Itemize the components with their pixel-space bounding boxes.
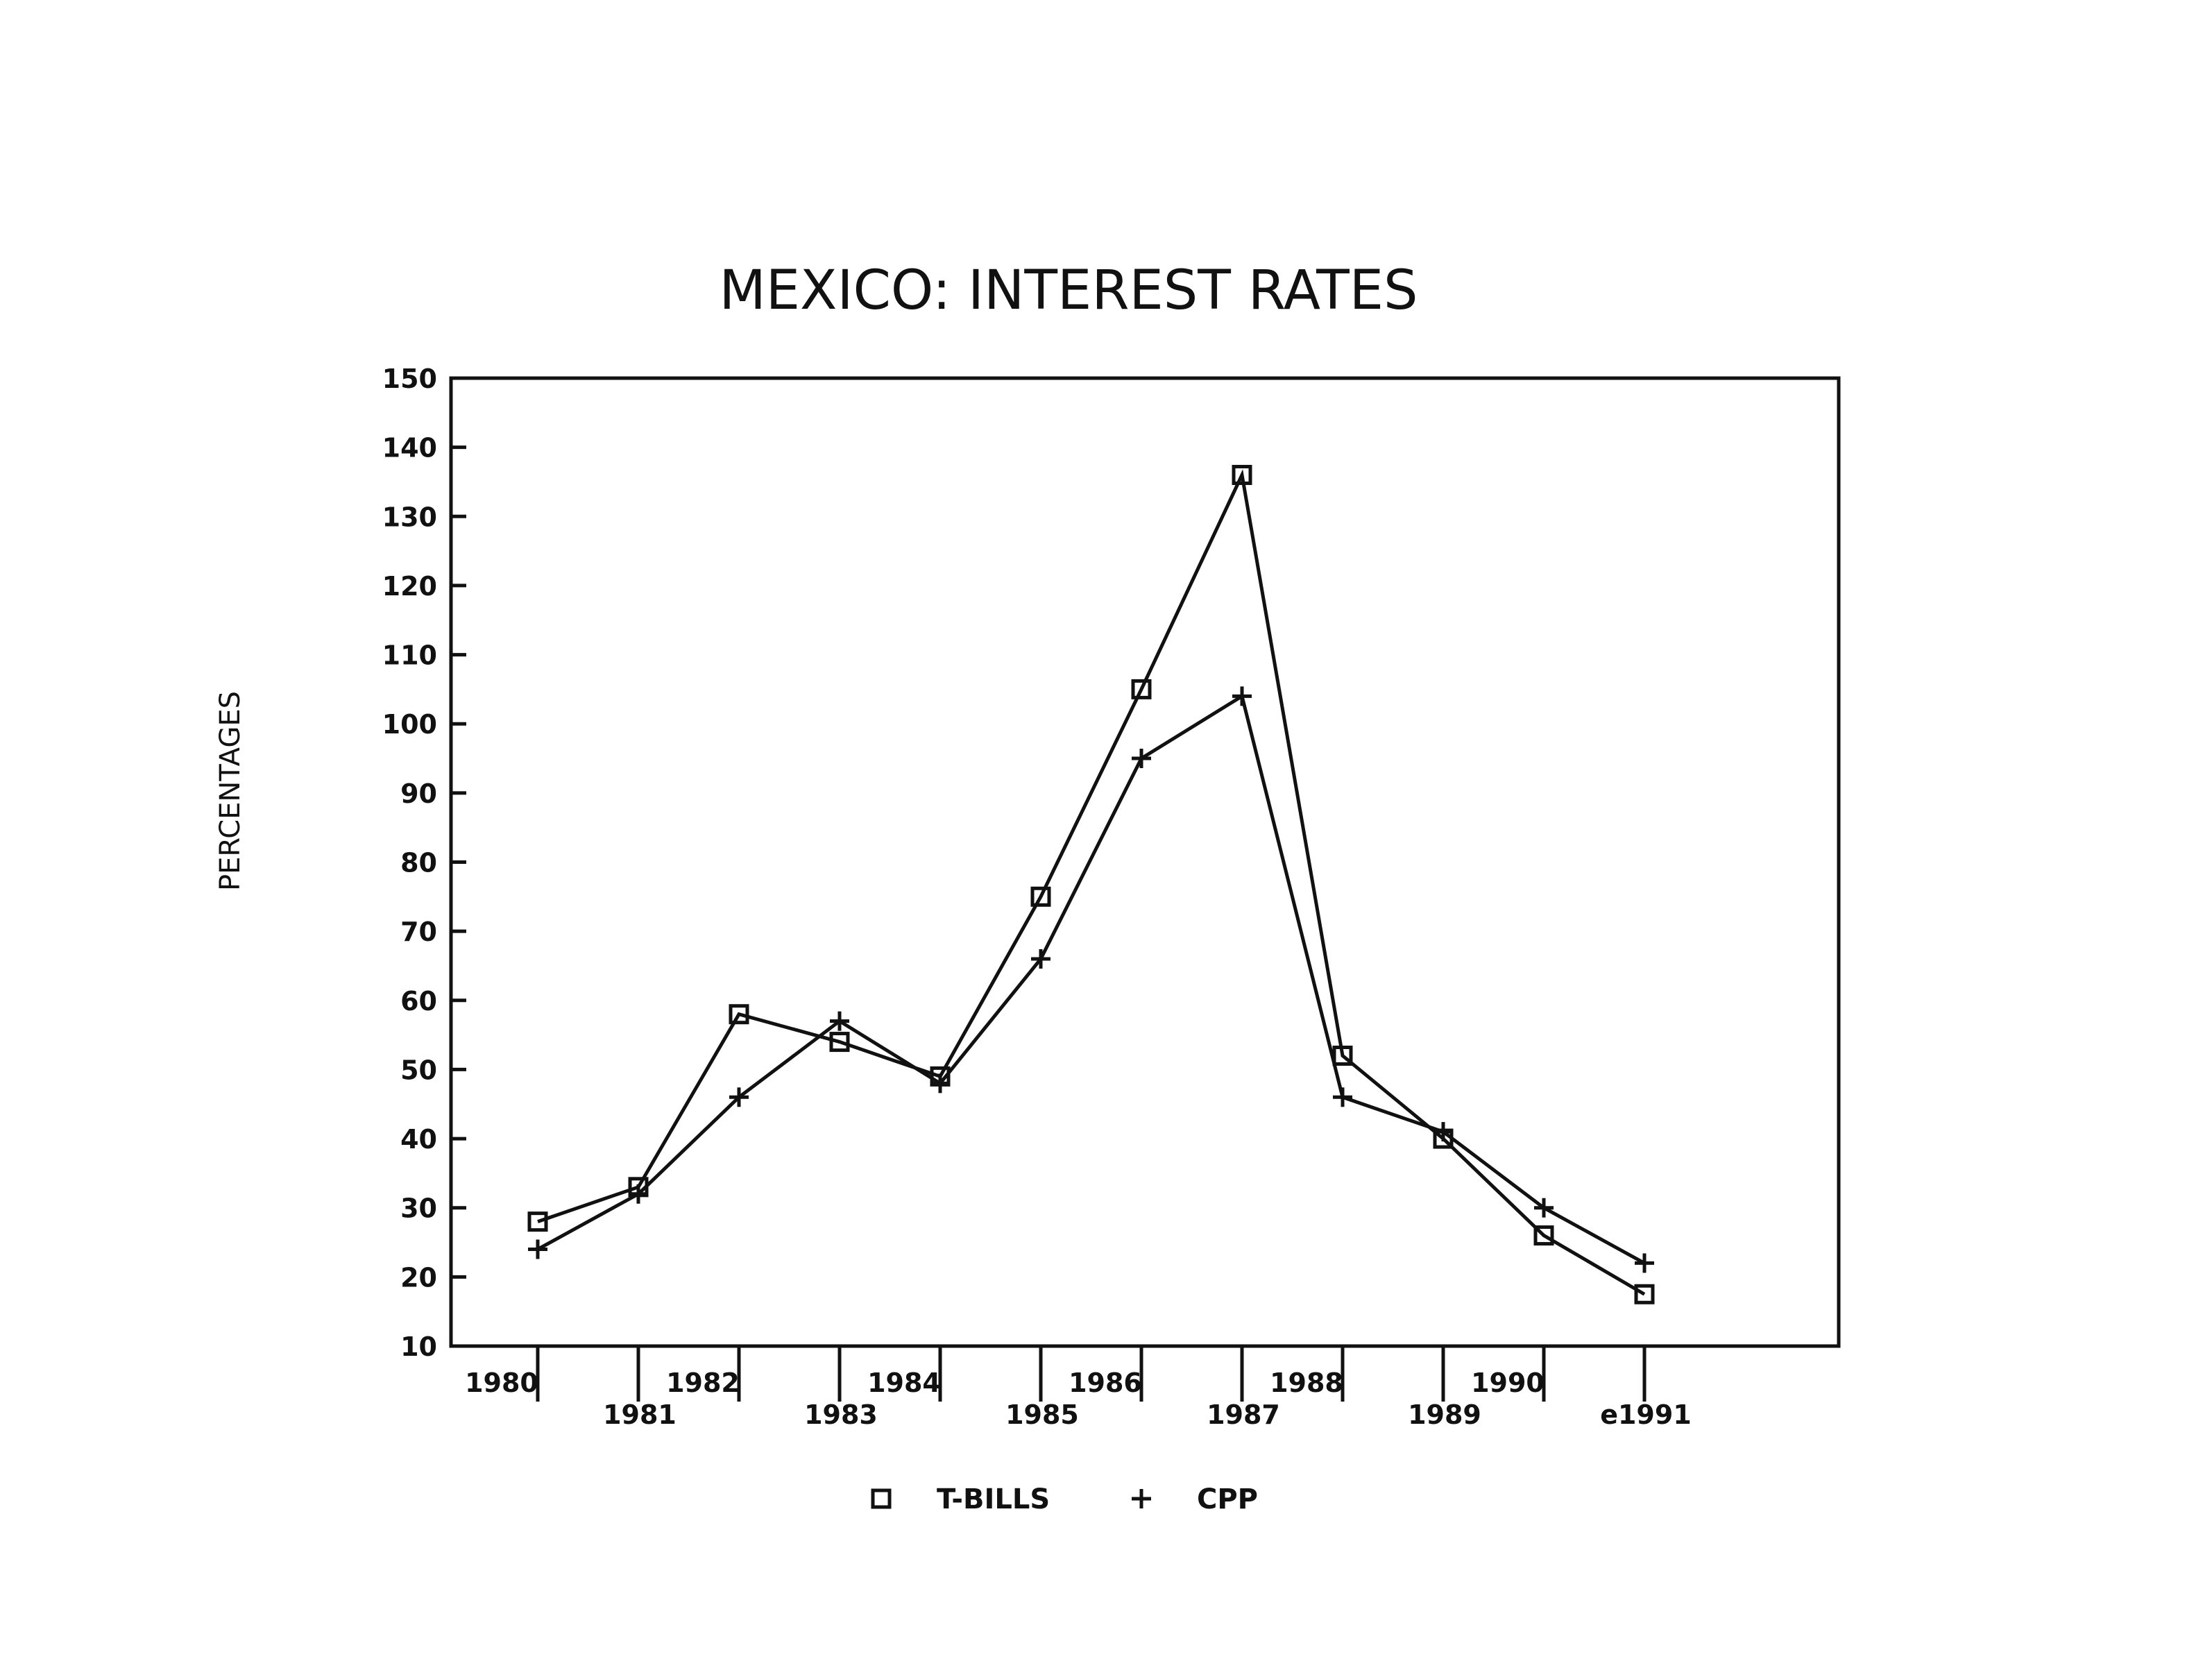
data-point-t-bills [527,1211,548,1232]
y-tick-label: 110 [382,640,437,671]
y-axis-label: PERCENTAGES [214,691,246,891]
data-point-t-bills [1533,1225,1554,1246]
data-point-t-bills [1634,1284,1655,1304]
y-tick-label: 100 [382,709,437,740]
data-point-cpp [528,1239,547,1259]
y-axis-ticks: 10 20 30 40 50 60 70 80 90 100 110 120 130 140 150 [382,364,466,1362]
x-tick-label: 1987 [1207,1399,1280,1430]
data-point-t-bills [1332,1046,1353,1066]
data-point-cpp [1132,749,1151,769]
y-tick-label: 70 [400,917,437,947]
data-point-cpp [1333,1087,1352,1107]
plot-frame [449,376,1841,1348]
legend-square-icon [871,1488,892,1509]
series-line-t-bills [537,469,1646,1296]
x-tick-label: 1986 [1069,1368,1142,1398]
x-tick-label: e1991 [1600,1399,1692,1430]
y-tick-label: 20 [400,1262,437,1293]
data-point-cpp [629,1184,648,1204]
y-tick-label: 40 [400,1124,437,1155]
data-point-t-bills [729,1004,749,1025]
data-point-cpp [830,1011,849,1031]
legend-label: T-BILLS [937,1483,1050,1515]
y-tick-label: 150 [382,364,437,394]
data-point-cpp [1232,686,1252,706]
data-point-cpp [930,1073,950,1094]
x-tick-label: 1990 [1471,1368,1545,1398]
y-tick-label: 60 [400,986,437,1016]
legend: T-BILLS CPP [871,1483,1258,1515]
y-tick-label: 130 [382,502,437,532]
x-tick-label: 1988 [1270,1368,1343,1398]
x-tick-label: 1985 [1005,1399,1079,1430]
series-line-cpp [536,693,1646,1265]
chart-title: MEXICO: INTEREST RATES [719,260,1418,322]
x-tick-label: 1989 [1408,1399,1481,1430]
y-tick-label: 120 [382,571,437,602]
data-point-cpp [1534,1198,1554,1218]
x-tick-label: 1980 [465,1368,538,1398]
data-point-cpp [1635,1253,1654,1273]
x-tick-label: 1981 [603,1399,677,1430]
x-tick-label: 1984 [867,1368,941,1398]
y-tick-label: 10 [400,1332,437,1362]
data-point-t-bills [1030,886,1051,907]
x-tick-label: 1982 [666,1368,740,1398]
data-point-t-bills [829,1032,850,1053]
data-point-t-bills [1131,679,1152,699]
y-tick-label: 30 [400,1193,437,1224]
y-tick-label: 80 [400,848,437,878]
series-layer [527,465,1655,1304]
data-point-cpp [1031,949,1050,969]
data-point-cpp [729,1087,749,1107]
x-tick-label: 1983 [804,1399,878,1430]
legend-plus-icon [1132,1489,1151,1508]
data-point-cpp [1433,1122,1453,1142]
y-tick-label: 50 [400,1055,437,1085]
y-tick-label: 90 [400,779,437,809]
y-tick-label: 140 [382,433,437,463]
legend-label: CPP [1197,1483,1258,1515]
data-point-t-bills [1232,465,1252,485]
